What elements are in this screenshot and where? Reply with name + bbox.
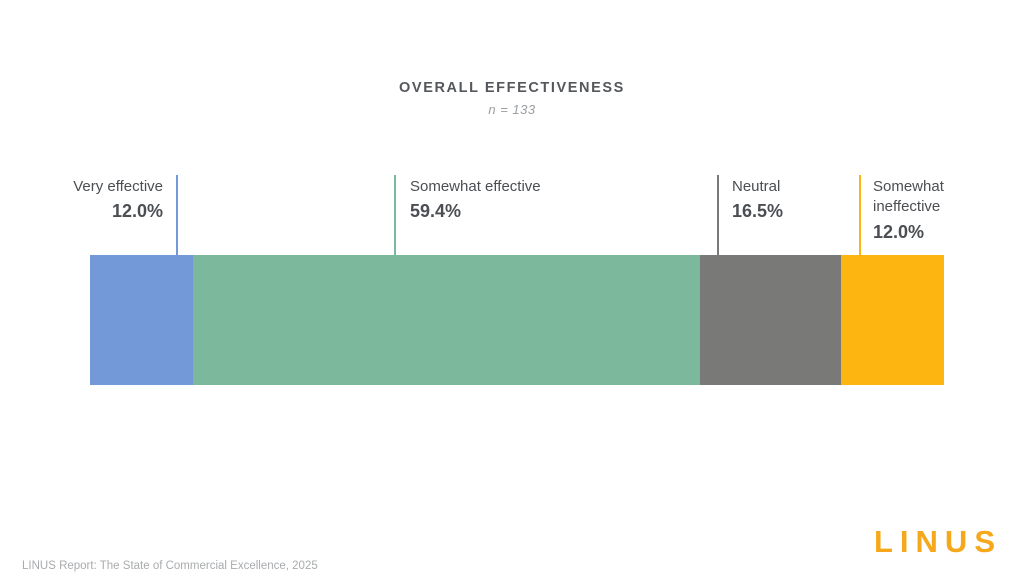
footer-source-and-question: LINUS Report: The State of Commercial Ex… bbox=[22, 520, 649, 576]
category-label: Very effective bbox=[73, 178, 163, 195]
linus-logo: LINUS bbox=[874, 524, 1002, 559]
bar-segment-somewhat-ineffective bbox=[841, 255, 944, 385]
bar-segment-very-effective bbox=[90, 255, 193, 385]
value-label: 16.5% bbox=[732, 201, 784, 222]
segment-label-very-effective: Very effective 12.0% bbox=[40, 177, 163, 224]
sample-size-label: n = 133 bbox=[488, 102, 536, 117]
callout-line-somewhat-effective bbox=[394, 175, 396, 256]
chart-title: OVERALL EFFECTIVENESS bbox=[399, 80, 625, 96]
stacked-bar bbox=[90, 255, 944, 385]
category-label: Somewhat effective bbox=[410, 178, 541, 195]
category-label: Neutral bbox=[732, 178, 781, 195]
source-line: LINUS Report: The State of Commercial Ex… bbox=[22, 559, 318, 572]
category-label: Somewhat ineffective bbox=[873, 178, 944, 216]
callout-line-neutral bbox=[717, 175, 719, 256]
bar-segment-neutral bbox=[700, 255, 842, 385]
value-label: 12.0% bbox=[111, 201, 163, 222]
segment-label-neutral: Neutral 16.5% bbox=[732, 177, 882, 224]
callout-line-somewhat-ineffective bbox=[859, 175, 861, 256]
segment-label-somewhat-ineffective: Somewhat ineffective 12.0% bbox=[873, 177, 957, 244]
bar-segment-somewhat-effective bbox=[192, 255, 701, 385]
segment-label-somewhat-effective: Somewhat effective 59.4% bbox=[410, 177, 610, 224]
value-label: 12.0% bbox=[873, 221, 925, 242]
chart-header: OVERALL EFFECTIVENESS n = 133 bbox=[0, 80, 1024, 117]
value-label: 59.4% bbox=[410, 201, 462, 222]
callout-line-very-effective bbox=[176, 175, 178, 256]
